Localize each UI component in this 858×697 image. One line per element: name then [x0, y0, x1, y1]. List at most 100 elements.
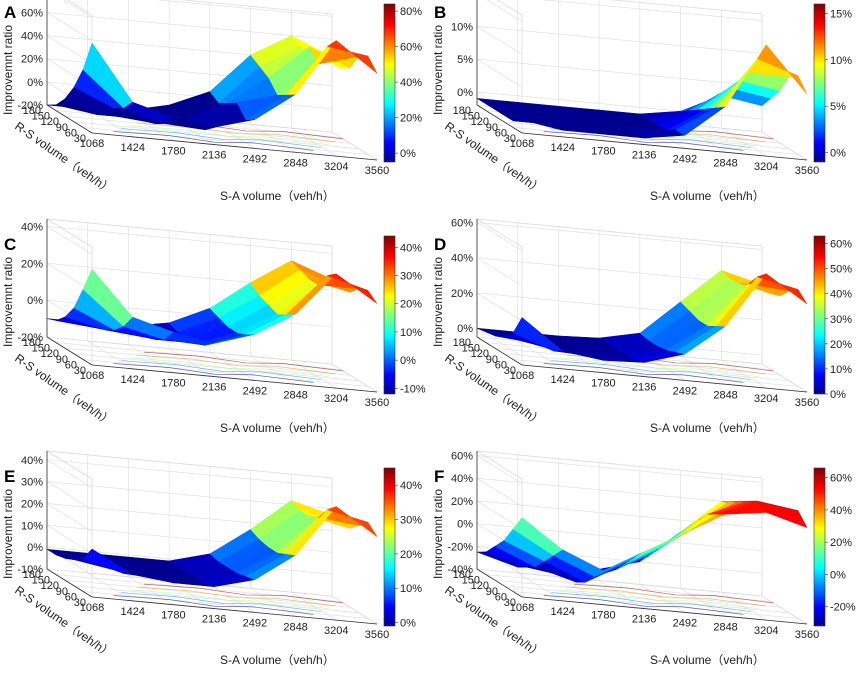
z-tick-label: -20%: [17, 100, 43, 112]
floor-contour: [113, 131, 314, 151]
y-tick-label: 120: [471, 348, 489, 360]
surface-patch: [756, 273, 808, 305]
colorbar-tick-label: 30%: [830, 314, 852, 326]
grid-line-x: [331, 363, 378, 393]
floor-contour: [121, 592, 321, 612]
grid-line-z: [476, 222, 763, 250]
y-tick-label: 90: [56, 122, 68, 134]
floor-contour: [128, 357, 329, 378]
floor-contour: [143, 351, 344, 372]
x-tick-label: 1780: [161, 378, 185, 390]
y-tick-label: 30: [74, 365, 86, 377]
grid-line-x: [250, 588, 296, 617]
z-tick-label: 10%: [21, 520, 43, 532]
x-tick-label: 2136: [632, 150, 656, 162]
x-tick-label: 2492: [673, 153, 697, 165]
y-tick-label: 90: [486, 122, 498, 134]
grid-line-x: [761, 363, 808, 393]
surface-patch: [326, 40, 378, 74]
floor-contour: [551, 592, 751, 612]
colorbar-tick-label: 60%: [830, 239, 852, 251]
x-tick-label: 2848: [713, 157, 737, 169]
colorbar-tick-label: 0%: [400, 148, 416, 160]
grid-line-z-side: [46, 459, 93, 488]
y-tick-label: 150: [32, 575, 50, 587]
panel-label: B: [434, 3, 446, 22]
floor-contour: [136, 354, 336, 375]
floor-contour: [543, 131, 744, 151]
colorbar-tick-label: 50%: [830, 264, 852, 276]
grid-line-z: [46, 459, 333, 488]
y-tick-label: 60: [495, 591, 507, 603]
grid-line-z-side: [476, 222, 523, 251]
colorbar-tick-label: 0%: [830, 569, 846, 581]
floor-contour: [573, 583, 774, 604]
grid-line-y: [64, 347, 351, 376]
z-tick-label: 60%: [21, 7, 43, 19]
grid-line-y: [82, 127, 369, 155]
grid-line-z-side: [476, 292, 523, 322]
grid-line-z: [46, 226, 333, 254]
grid-line-y: [73, 353, 360, 382]
grid-line-z: [156, 0, 333, 17]
grid-line-x: [209, 352, 256, 381]
panel-label: F: [434, 467, 444, 486]
colorbar: [813, 3, 826, 163]
z-axis-title: Improvemnt ratio: [1, 489, 15, 579]
colorbar-tick-label: 20%: [400, 299, 422, 311]
z-tick-label: -10%: [17, 564, 43, 576]
y-tick-label: 120: [41, 116, 59, 128]
grid-line-y: [73, 121, 360, 150]
x-tick-label: 1424: [120, 374, 144, 386]
grid-line-z-side: [46, 12, 93, 41]
grid-line-z-side: [63, 0, 93, 18]
z-tick-label: 40%: [21, 455, 43, 467]
grid-line-x: [128, 344, 174, 373]
y-axis-line: [476, 568, 523, 598]
y-axis-line: [476, 336, 523, 366]
x-tick-label: 2136: [632, 614, 656, 626]
grid-line-x: [639, 584, 686, 613]
x-tick-label: 2136: [202, 150, 226, 162]
colorbar-tick-label: 15%: [830, 8, 852, 20]
floor-contour: [543, 595, 744, 615]
floor-contour: [543, 363, 744, 383]
grid-line-z: [476, 500, 763, 529]
x-tick-label: 2492: [243, 153, 267, 165]
x-tick-label: 2848: [713, 389, 737, 401]
surface-plot: [46, 35, 378, 131]
colorbar-tick-label: 40%: [400, 242, 422, 254]
z-tick-label: 40%: [451, 473, 473, 485]
colorbar-tick-label: 0%: [400, 618, 416, 630]
z-axis-title: Improvemnt ratio: [431, 25, 445, 115]
colorbar-tick-label: 80%: [400, 6, 422, 18]
z-tick-label: -40%: [447, 564, 473, 576]
floor-contour: [558, 589, 759, 610]
y-tick-label: 120: [41, 348, 59, 360]
z-tick-label: 20%: [451, 288, 473, 300]
floor-contour: [551, 360, 751, 380]
grid-line-x: [721, 591, 767, 621]
surface-plot: [46, 260, 378, 346]
panel-e: 1068 1424 1780 2136 2492 2848 3204 3560 30609012…: [1, 450, 422, 667]
y-tick-label: 180: [453, 569, 471, 581]
z-tick-label: 15%: [451, 0, 473, 1]
z-tick-label: 20%: [21, 54, 43, 66]
y-tick-label: 180: [23, 105, 41, 117]
colorbar: [383, 3, 396, 163]
y-tick-label: 150: [462, 575, 480, 587]
x-tick-label: 3204: [754, 625, 778, 637]
grid-line-y: [82, 359, 369, 387]
grid-line-x: [761, 595, 808, 625]
z-tick-label: 40%: [21, 221, 43, 233]
grid-line-x: [680, 588, 726, 617]
x-tick-label: 1780: [591, 146, 615, 158]
colorbar-tick-label: 40%: [400, 480, 422, 492]
grid-line-x: [761, 131, 808, 161]
colorbar-tick-label: 5%: [830, 101, 846, 113]
colorbar: [813, 235, 826, 395]
x-tick-label: 1780: [161, 610, 185, 622]
floor-contour: [136, 586, 336, 607]
x-axis-title: S-A volume（veh/h）: [220, 189, 335, 203]
surface-patch: [326, 506, 378, 537]
